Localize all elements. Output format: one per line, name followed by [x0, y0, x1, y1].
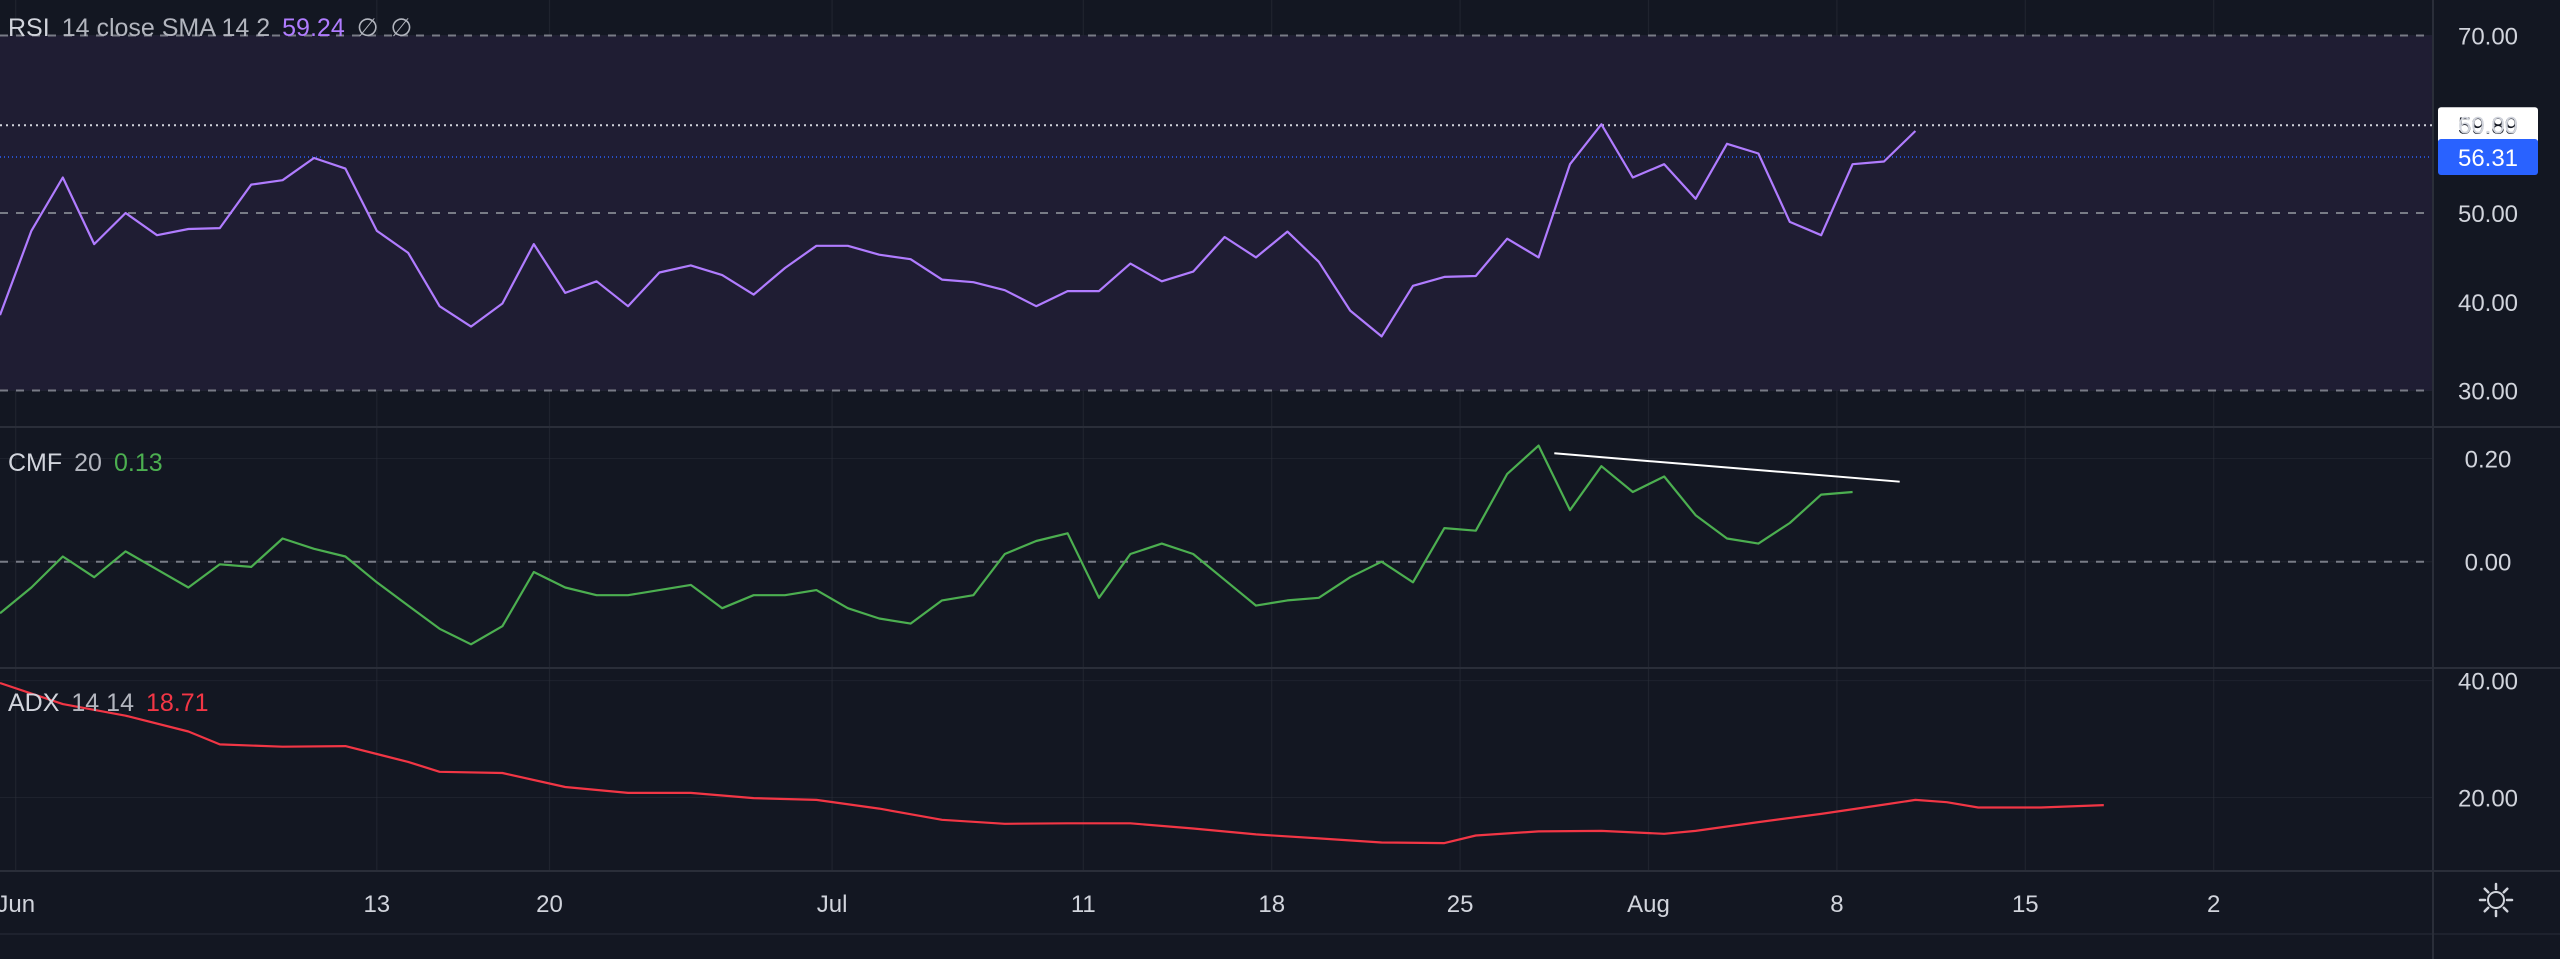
sma-value-label: 56.31: [2458, 145, 2518, 172]
adx-legend-value: 18.71: [145, 689, 209, 717]
cmf-series-line: [0, 444, 1853, 646]
x-tick-label: 18: [1258, 891, 1285, 918]
last-value-label: 59.89: [2458, 113, 2518, 140]
adx-ytick-label: 40.00: [2458, 669, 2518, 696]
cmf-legend-value: 0.13: [113, 449, 163, 477]
x-tick-label: 25: [1447, 891, 1474, 918]
adx-legend-params: 14 14: [71, 689, 134, 717]
rsi-pane[interactable]: [0, 34, 2432, 392]
cmf-legend-params: 20: [74, 449, 102, 477]
rsi-legend-empty-2: ∅: [390, 14, 413, 42]
x-tick-label: Aug: [1627, 891, 1670, 918]
adx-legend[interactable]: ADX 14 14 18.71: [8, 689, 209, 718]
cmf-legend[interactable]: CMF 20 0.13: [8, 449, 163, 478]
rsi-series-line: [0, 123, 1917, 338]
rsi-ytick-label: 70.00: [2458, 24, 2518, 51]
x-tick-label: 13: [363, 891, 390, 918]
rsi-ytick-label: 30.00: [2458, 379, 2518, 406]
cmf-legend-name: CMF: [8, 449, 63, 477]
rsi-ytick-label: 60.00: [2458, 112, 2518, 139]
x-tick-label: Jun: [0, 891, 35, 918]
x-tick-label: Jul: [817, 891, 848, 918]
x-tick-label: 20: [536, 891, 563, 918]
cmf-ytick-label: 0.00: [2465, 550, 2512, 577]
trend-line: [1554, 452, 1900, 483]
rsi-ytick-label: 40.00: [2458, 290, 2518, 317]
x-tick-label: 8: [1830, 891, 1843, 918]
adx-ytick-label: 20.00: [2458, 786, 2518, 813]
adx-pane[interactable]: [0, 681, 2104, 845]
rsi-legend-params: 14 close SMA 14 2: [61, 14, 271, 42]
gear-icon[interactable]: [2476, 880, 2516, 920]
sma-value-badge: [2438, 138, 2538, 175]
cmf-pane[interactable]: [0, 444, 2432, 646]
rsi-ytick-label: 50.00: [2458, 201, 2518, 228]
x-tick-label: 11: [1071, 891, 1096, 918]
adx-legend-name: ADX: [8, 689, 60, 717]
x-tick-label: 15: [2012, 891, 2039, 918]
rsi-legend-empty-1: ∅: [356, 14, 379, 42]
adx-series-line: [0, 681, 2104, 845]
x-tick-label: 2: [2207, 891, 2220, 918]
rsi-legend[interactable]: RSI 14 close SMA 14 2 59.24 ∅ ∅: [8, 13, 412, 43]
cmf-ytick-label: 0.20: [2465, 446, 2512, 473]
rsi-legend-value: 59.24: [282, 14, 345, 42]
last-value-badge: [2438, 107, 2538, 144]
rsi-legend-name: RSI: [8, 14, 50, 42]
